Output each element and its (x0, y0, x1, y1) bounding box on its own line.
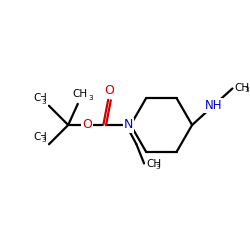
Text: O: O (104, 84, 115, 97)
Text: H: H (39, 93, 47, 103)
Text: 3: 3 (42, 99, 46, 105)
Text: H: H (39, 132, 47, 141)
Text: CH: CH (146, 160, 161, 170)
Text: C: C (33, 132, 40, 141)
Text: N: N (124, 118, 134, 132)
Text: 3: 3 (244, 87, 248, 93)
Text: C: C (33, 93, 40, 103)
Text: CH: CH (72, 89, 87, 99)
Text: CH: CH (234, 82, 250, 92)
Text: 3: 3 (88, 95, 93, 101)
Text: O: O (82, 118, 92, 132)
Text: NH: NH (204, 99, 222, 112)
Text: 3: 3 (42, 137, 46, 143)
Text: 3: 3 (156, 164, 160, 170)
